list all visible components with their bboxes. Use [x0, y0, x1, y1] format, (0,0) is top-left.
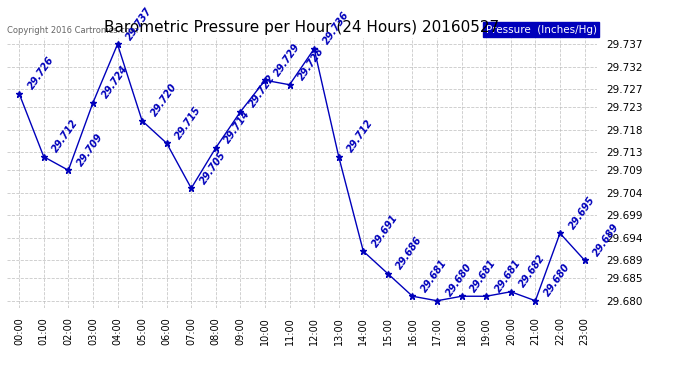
Text: 29.726: 29.726: [26, 55, 56, 92]
Text: 29.689: 29.689: [591, 222, 621, 258]
Text: Copyright 2016 Cartronics.com: Copyright 2016 Cartronics.com: [7, 26, 138, 35]
Text: 29.680: 29.680: [542, 262, 572, 299]
Text: 29.695: 29.695: [567, 195, 597, 231]
Text: 29.680: 29.680: [444, 262, 474, 299]
Text: 29.715: 29.715: [174, 105, 204, 141]
Text: 29.722: 29.722: [248, 73, 277, 110]
Text: 29.682: 29.682: [518, 253, 547, 290]
Text: 29.691: 29.691: [371, 213, 400, 249]
Text: 29.681: 29.681: [469, 258, 498, 294]
Text: 29.729: 29.729: [272, 42, 302, 78]
Text: 29.681: 29.681: [420, 258, 449, 294]
Text: 29.712: 29.712: [346, 118, 375, 154]
Title: Barometric Pressure per Hour (24 Hours) 20160527: Barometric Pressure per Hour (24 Hours) …: [104, 20, 500, 35]
Text: 29.728: 29.728: [297, 46, 326, 82]
Text: 29.724: 29.724: [100, 64, 130, 100]
Text: 29.720: 29.720: [149, 82, 179, 118]
Text: 29.681: 29.681: [493, 258, 523, 294]
Text: 29.736: 29.736: [321, 10, 351, 46]
Text: 29.705: 29.705: [198, 150, 228, 186]
Text: Pressure  (Inches/Hg): Pressure (Inches/Hg): [486, 25, 597, 35]
Text: 29.714: 29.714: [223, 109, 253, 146]
Text: 29.712: 29.712: [51, 118, 81, 154]
Text: 29.709: 29.709: [75, 132, 105, 168]
Text: 29.686: 29.686: [395, 235, 424, 272]
Text: 29.737: 29.737: [124, 6, 154, 42]
